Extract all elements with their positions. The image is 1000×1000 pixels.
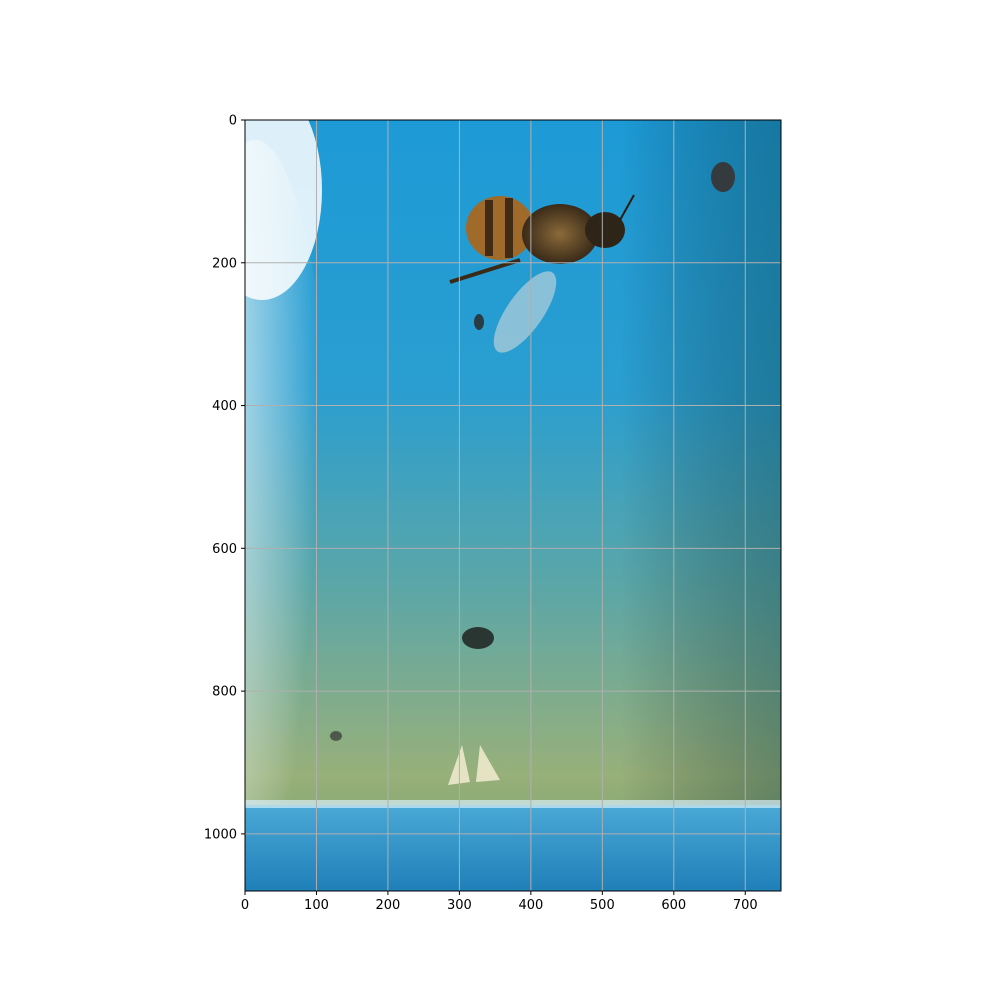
x-tick-label: 300 bbox=[447, 898, 472, 913]
ledge-highlight bbox=[245, 800, 781, 808]
white-wings bbox=[448, 745, 500, 785]
x-axis: 0 100 200 300 400 500 600 700 bbox=[241, 891, 758, 913]
small-insect bbox=[474, 314, 484, 330]
y-tick-label: 0 bbox=[229, 114, 237, 129]
photo bbox=[245, 120, 781, 891]
x-tick-label: 0 bbox=[241, 898, 249, 913]
x-tick-label: 500 bbox=[590, 898, 615, 913]
grid bbox=[244, 119, 781, 891]
y-tick-label: 1000 bbox=[204, 827, 237, 842]
light-glare bbox=[245, 140, 335, 891]
bee-abdomen bbox=[466, 196, 534, 260]
bee-leg bbox=[449, 258, 521, 284]
x-tick-label: 700 bbox=[733, 898, 758, 913]
light-glare-top bbox=[245, 120, 322, 300]
bee-thorax bbox=[522, 204, 598, 264]
honey-bee bbox=[449, 194, 635, 353]
y-tick-label: 200 bbox=[212, 256, 237, 271]
bee-wing bbox=[493, 271, 557, 353]
x-tick-label: 100 bbox=[304, 898, 329, 913]
x-tick-label: 600 bbox=[661, 898, 686, 913]
y-tick-label: 400 bbox=[212, 399, 237, 414]
bee-stripe bbox=[505, 198, 513, 258]
small-insect bbox=[711, 162, 735, 192]
bee-head bbox=[585, 212, 625, 248]
small-insect bbox=[462, 627, 494, 649]
y-tick-label: 800 bbox=[212, 685, 237, 700]
y-tick-label: 600 bbox=[212, 542, 237, 557]
bee-stripe bbox=[485, 200, 493, 256]
ledge bbox=[245, 805, 781, 891]
x-tick-label: 200 bbox=[376, 898, 401, 913]
plot-frame bbox=[244, 119, 782, 892]
x-tick-label: 400 bbox=[518, 898, 543, 913]
bee-antenna bbox=[619, 194, 635, 221]
y-axis: 0 200 400 600 800 1000 bbox=[204, 114, 245, 842]
small-insect bbox=[330, 731, 342, 741]
